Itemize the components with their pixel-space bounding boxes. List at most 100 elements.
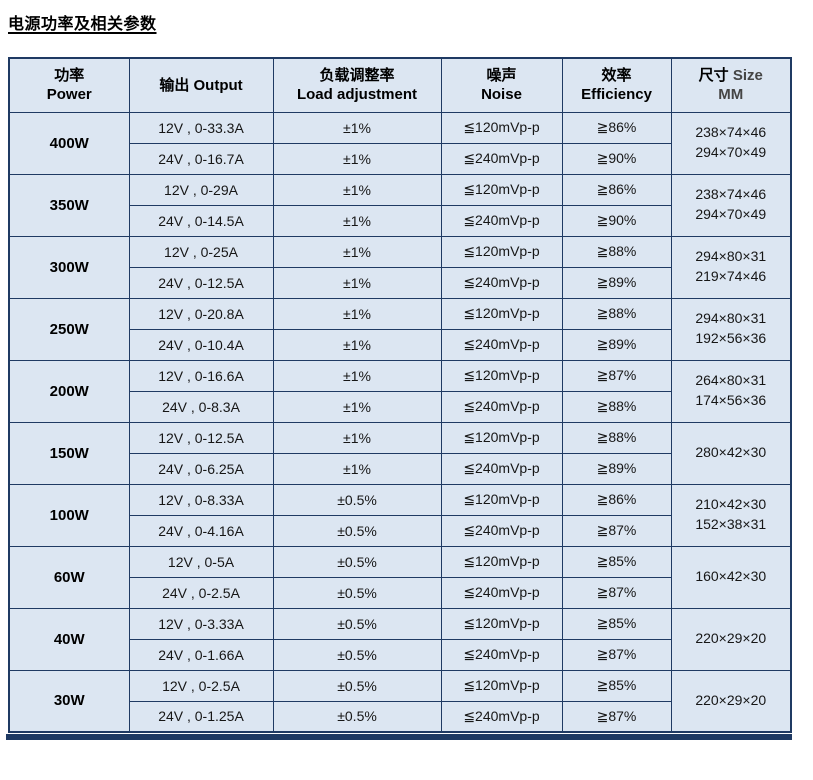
noise-cell: ≦120mVp-p xyxy=(440,235,563,268)
efficiency-cell: ≧86% xyxy=(561,173,672,206)
output-cell: 24V , 0-12.5A xyxy=(128,266,274,299)
size-cell: 238×74×46 294×70×49 xyxy=(670,173,792,237)
noise-cell: ≦120mVp-p xyxy=(440,607,563,640)
col-header-noise: 噪声 Noise xyxy=(440,57,563,113)
col-header-load-zh: 负载调整率 xyxy=(319,66,395,84)
size-cell: 220×29×20 xyxy=(670,607,792,671)
noise-cell: ≦120mVp-p xyxy=(440,421,563,454)
noise-cell: ≦120mVp-p xyxy=(440,359,563,392)
size-cell: 294×80×31 192×56×36 xyxy=(670,297,792,361)
col-header-noise-en: Noise xyxy=(481,86,522,104)
col-header-noise-zh: 噪声 xyxy=(486,66,517,84)
power-cell: 250W xyxy=(8,297,130,361)
efficiency-cell: ≧87% xyxy=(561,514,672,547)
table-body: 400W 12V , 0-33.3A ±1% ≦120mVp-p ≧86% 23… xyxy=(8,111,792,733)
load-cell: ±1% xyxy=(272,297,442,330)
size-cell: 238×74×46 294×70×49 xyxy=(670,111,792,175)
output-cell: 24V , 0-1.25A xyxy=(128,700,274,733)
col-header-size-en: Size xyxy=(732,66,763,84)
power-cell: 150W xyxy=(8,421,130,485)
table-row: 24V , 0-10.4A ±1% ≦240mVp-p ≧89% xyxy=(9,328,791,361)
output-cell: 12V , 0-3.33A xyxy=(128,607,274,640)
load-cell: ±0.5% xyxy=(272,638,442,671)
power-cell: 30W xyxy=(8,669,130,733)
efficiency-cell: ≧90% xyxy=(561,204,672,237)
load-cell: ±1% xyxy=(272,390,442,423)
noise-cell: ≦240mVp-p xyxy=(440,514,563,547)
document-page: 电源功率及相关参数 功率 Power 输出 Output 负载调整率 Load … xyxy=(6,16,792,740)
load-cell: ±0.5% xyxy=(272,669,442,702)
load-cell: ±1% xyxy=(272,142,442,175)
output-cell: 24V , 0-2.5A xyxy=(128,576,274,609)
col-header-efficiency-zh: 效率 xyxy=(601,66,632,84)
noise-cell: ≦240mVp-p xyxy=(440,204,563,237)
table-row: 350W 12V , 0-29A ±1% ≦120mVp-p ≧86% 238×… xyxy=(8,173,792,237)
col-header-size-line1: 尺寸 Size xyxy=(674,66,789,86)
noise-cell: ≦240mVp-p xyxy=(440,576,563,609)
noise-cell: ≦240mVp-p xyxy=(440,142,563,175)
load-cell: ±1% xyxy=(272,328,442,361)
output-cell: 12V , 0-5A xyxy=(128,545,274,578)
output-cell: 24V , 0-10.4A xyxy=(128,328,274,361)
output-cell: 24V , 0-1.66A xyxy=(128,638,274,671)
size-cell: 264×80×31 174×56×36 xyxy=(670,359,792,423)
noise-cell: ≦240mVp-p xyxy=(440,390,563,423)
table-row: 30W 12V , 0-2.5A ±0.5% ≦120mVp-p ≧85% 22… xyxy=(8,669,792,733)
load-cell: ±1% xyxy=(272,359,442,392)
power-cell: 100W xyxy=(8,483,130,547)
output-cell: 12V , 0-12.5A xyxy=(128,421,274,454)
noise-cell: ≦240mVp-p xyxy=(440,700,563,733)
size-cell: 220×29×20 xyxy=(670,669,792,733)
col-header-size-unit: MM xyxy=(718,86,744,104)
load-cell: ±1% xyxy=(272,452,442,485)
load-cell: ±1% xyxy=(272,421,442,454)
output-cell: 24V , 0-16.7A xyxy=(128,142,274,175)
col-header-efficiency-en: Efficiency xyxy=(581,86,652,104)
table-row: 40W 12V , 0-3.33A ±0.5% ≦120mVp-p ≧85% 2… xyxy=(8,607,792,671)
table-row: 24V , 0-4.16A ±0.5% ≦240mVp-p ≧87% xyxy=(9,514,791,547)
output-cell: 24V , 0-8.3A xyxy=(128,390,274,423)
noise-cell: ≦120mVp-p xyxy=(440,173,563,206)
col-header-size-zh: 尺寸 xyxy=(698,66,729,84)
table-row: 250W 12V , 0-20.8A ±1% ≦120mVp-p ≧88% 29… xyxy=(8,297,792,361)
power-cell: 200W xyxy=(8,359,130,423)
size-cell: 294×80×31 219×74×46 xyxy=(670,235,792,299)
table-row: 24V , 0-16.7A ±1% ≦240mVp-p ≧90% xyxy=(9,142,791,175)
efficiency-cell: ≧89% xyxy=(561,328,672,361)
size-cell: 160×42×30 xyxy=(670,545,792,609)
col-header-load-en: Load adjustment xyxy=(296,86,417,104)
table-row: 150W 12V , 0-12.5A ±1% ≦120mVp-p ≧88% 28… xyxy=(8,421,792,485)
output-cell: 12V , 0-16.6A xyxy=(128,359,274,392)
table-row: 24V , 0-12.5A ±1% ≦240mVp-p ≧89% xyxy=(9,266,791,299)
output-cell: 12V , 0-25A xyxy=(128,235,274,268)
power-cell: 60W xyxy=(8,545,130,609)
output-cell: 24V , 0-14.5A xyxy=(128,204,274,237)
page-title: 电源功率及相关参数 xyxy=(8,16,157,33)
efficiency-cell: ≧87% xyxy=(561,359,672,392)
efficiency-cell: ≧87% xyxy=(561,638,672,671)
table-row: 400W 12V , 0-33.3A ±1% ≦120mVp-p ≧86% 23… xyxy=(8,111,792,175)
output-cell: 12V , 0-33.3A xyxy=(128,111,274,144)
load-cell: ±1% xyxy=(272,111,442,144)
efficiency-cell: ≧85% xyxy=(561,669,672,702)
output-cell: 24V , 0-6.25A xyxy=(128,452,274,485)
output-cell: 12V , 0-2.5A xyxy=(128,669,274,702)
load-cell: ±0.5% xyxy=(272,545,442,578)
output-cell: 24V , 0-4.16A xyxy=(128,514,274,547)
load-cell: ±1% xyxy=(272,204,442,237)
noise-cell: ≦120mVp-p xyxy=(440,297,563,330)
efficiency-cell: ≧86% xyxy=(561,111,672,144)
table-row: 24V , 0-1.66A ±0.5% ≦240mVp-p ≧87% xyxy=(9,638,791,671)
table-row: 24V , 0-6.25A ±1% ≦240mVp-p ≧89% xyxy=(9,452,791,485)
table-row: 24V , 0-2.5A ±0.5% ≦240mVp-p ≧87% xyxy=(9,576,791,609)
col-header-power: 功率 Power xyxy=(8,57,130,113)
noise-cell: ≦120mVp-p xyxy=(440,111,563,144)
power-cell: 350W xyxy=(8,173,130,237)
output-cell: 12V , 0-8.33A xyxy=(128,483,274,516)
efficiency-cell: ≧87% xyxy=(561,700,672,733)
efficiency-cell: ≧88% xyxy=(561,297,672,330)
efficiency-cell: ≧85% xyxy=(561,607,672,640)
power-cell: 300W xyxy=(8,235,130,299)
noise-cell: ≦120mVp-p xyxy=(440,483,563,516)
noise-cell: ≦120mVp-p xyxy=(440,545,563,578)
